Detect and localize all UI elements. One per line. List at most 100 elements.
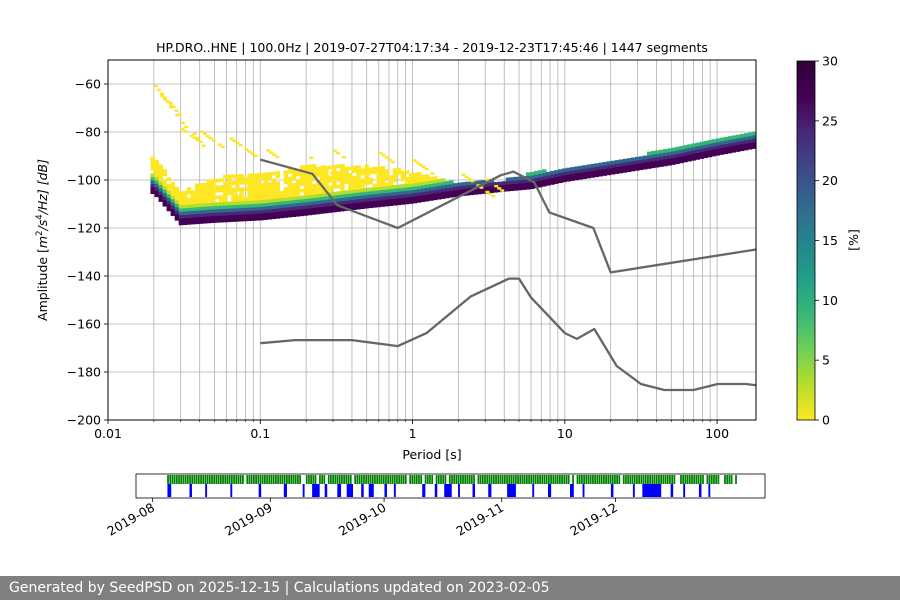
heatmap-cell bbox=[255, 200, 260, 204]
heatmap-cell bbox=[626, 161, 632, 166]
timeline-used-segment bbox=[683, 484, 686, 497]
heatmap-cell bbox=[162, 182, 167, 187]
heatmap-cell bbox=[259, 199, 264, 204]
timeline-available-tick bbox=[367, 475, 370, 484]
timeline-available-tick bbox=[640, 475, 643, 484]
heatmap-cell bbox=[267, 205, 272, 210]
timeline-available-tick bbox=[360, 475, 363, 484]
heatmap-cell bbox=[328, 202, 333, 207]
heatmap-cell bbox=[727, 136, 733, 140]
heatmap-cell bbox=[303, 198, 309, 203]
heatmap-cell bbox=[509, 183, 515, 188]
timeline-available-tick bbox=[308, 475, 310, 484]
timeline-available-tick bbox=[501, 475, 504, 484]
heatmap-cell-outlier bbox=[479, 186, 484, 189]
heatmap-cell bbox=[396, 187, 402, 192]
heatmap-cell bbox=[651, 164, 656, 169]
heatmap-cell bbox=[150, 160, 155, 164]
heatmap-cell bbox=[703, 150, 708, 155]
heatmap-cell bbox=[368, 190, 373, 195]
heatmap-cell bbox=[723, 143, 729, 148]
heatmap-cell bbox=[424, 180, 430, 185]
timeline-available-tick bbox=[506, 475, 508, 484]
heatmap-cell bbox=[311, 207, 317, 212]
heatmap-cell bbox=[219, 188, 224, 193]
heatmap-cell bbox=[340, 190, 345, 195]
heatmap-cell bbox=[659, 156, 664, 161]
heatmap-cell bbox=[445, 181, 450, 185]
heatmap-cell bbox=[437, 178, 442, 183]
heatmap-cell bbox=[388, 202, 394, 206]
timeline-available-tick bbox=[499, 475, 502, 484]
heatmap-cell bbox=[497, 185, 503, 189]
heatmap-cell bbox=[198, 199, 204, 204]
heatmap-cell bbox=[239, 217, 244, 222]
heatmap-cell bbox=[433, 179, 438, 184]
heatmap-cell bbox=[675, 153, 680, 158]
heatmap-cell-outlier bbox=[470, 179, 475, 183]
timeline-available-tick bbox=[380, 475, 383, 484]
heatmap-cell bbox=[247, 173, 252, 178]
timeline-available-tick bbox=[398, 475, 401, 484]
timeline-available-tick bbox=[402, 475, 405, 484]
timeline-available-tick bbox=[528, 475, 530, 484]
heatmap-cell bbox=[223, 184, 228, 189]
heatmap-cell bbox=[158, 191, 163, 196]
heatmap-cell bbox=[743, 136, 749, 141]
heatmap-cell bbox=[699, 145, 704, 149]
timeline-available-tick bbox=[660, 475, 663, 484]
heatmap-cell bbox=[651, 150, 656, 155]
heatmap-cell bbox=[469, 191, 474, 196]
heatmap-cell bbox=[251, 173, 256, 178]
heatmap-cell bbox=[198, 203, 204, 208]
heatmap-cell bbox=[332, 195, 337, 199]
heatmap-cell-outlier bbox=[412, 159, 417, 162]
heatmap-cell bbox=[707, 153, 712, 158]
timeline-used-segment bbox=[488, 484, 492, 497]
heatmap-cell bbox=[279, 207, 285, 212]
timeline-available-tick bbox=[442, 475, 445, 484]
heatmap-cell bbox=[618, 162, 624, 167]
timeline-available-tick bbox=[363, 475, 365, 484]
heatmap-cell bbox=[667, 151, 672, 156]
timeline-available-tick bbox=[517, 475, 519, 484]
x-tick-label: 0.01 bbox=[94, 426, 122, 441]
heatmap-cell bbox=[299, 172, 305, 176]
heatmap-cell bbox=[747, 145, 753, 150]
heatmap-cell bbox=[303, 185, 309, 189]
heatmap-cell bbox=[291, 182, 297, 187]
timeline-tick-label: 2019-10 bbox=[336, 500, 389, 539]
heatmap-cell bbox=[243, 197, 248, 202]
heatmap-cell bbox=[614, 166, 620, 171]
timeline-available-tick bbox=[710, 475, 713, 484]
heatmap-cell bbox=[735, 148, 741, 152]
heatmap-cell bbox=[360, 181, 365, 186]
timeline-available-tick bbox=[508, 475, 511, 484]
heatmap-cell bbox=[263, 196, 268, 200]
heatmap-cell bbox=[283, 190, 289, 195]
heatmap-cell-outlier bbox=[181, 121, 186, 125]
heatmap-cell bbox=[364, 177, 369, 182]
timeline-available-tick bbox=[189, 475, 191, 484]
heatmap-cell bbox=[691, 156, 696, 161]
heatmap-cell bbox=[433, 186, 438, 191]
heatmap-cell bbox=[711, 149, 717, 154]
heatmap-cell bbox=[267, 195, 272, 200]
timeline-available-tick bbox=[578, 475, 581, 484]
heatmap-cell bbox=[170, 188, 176, 193]
heatmap-cell bbox=[303, 174, 309, 179]
heatmap-cell bbox=[739, 140, 745, 145]
heatmap-cell bbox=[267, 209, 272, 213]
heatmap-cell bbox=[275, 191, 281, 196]
heatmap-cell bbox=[420, 181, 426, 186]
heatmap-cell bbox=[239, 174, 244, 178]
heatmap-cell bbox=[275, 184, 281, 189]
heatmap-cell bbox=[154, 193, 159, 198]
heatmap-cell bbox=[586, 167, 591, 172]
heatmap-cell bbox=[663, 152, 668, 157]
heatmap-cell bbox=[283, 180, 289, 185]
heatmap-cell bbox=[739, 133, 745, 138]
heatmap-cell bbox=[550, 177, 555, 182]
heatmap-cell bbox=[380, 182, 385, 187]
